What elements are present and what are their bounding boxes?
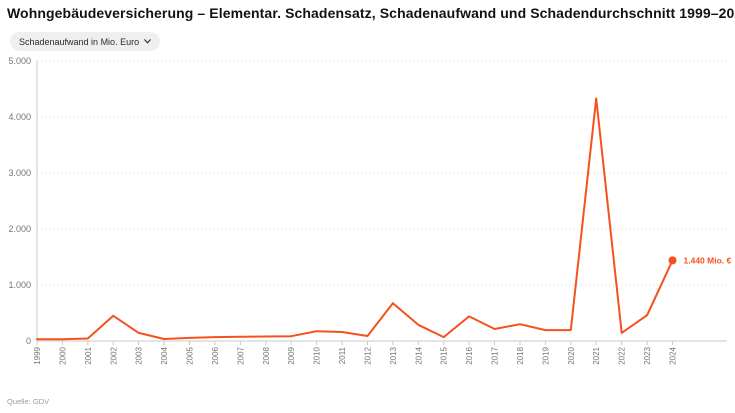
x-axis-tick-label: 2019 (541, 346, 550, 364)
y-axis-tick-label: 3.000 (8, 168, 31, 178)
x-axis-tick-label: 2013 (389, 346, 398, 364)
x-axis-tick-label: 2023 (643, 346, 652, 364)
end-point-label: 1.440 Mio. € (684, 255, 732, 265)
x-axis-tick-label: 2010 (313, 346, 322, 364)
metric-dropdown[interactable]: Schadenaufwand in Mio. Euro (10, 32, 161, 51)
x-axis-tick-label: 2020 (567, 346, 576, 364)
x-axis-tick-label: 2018 (516, 346, 525, 364)
x-axis-tick-label: 2001 (84, 346, 93, 364)
end-point-marker (668, 256, 677, 265)
x-axis-tick-label: 2006 (211, 346, 220, 364)
y-axis-tick-label: 5.000 (8, 56, 31, 66)
source-note: Quelle: GDV (7, 397, 50, 406)
x-axis-tick-label: 2008 (262, 346, 271, 364)
x-axis-tick-label: 2004 (160, 346, 169, 364)
x-axis-tick-label: 2000 (58, 346, 67, 364)
metric-dropdown-label: Schadenaufwand in Mio. Euro (19, 36, 140, 47)
x-axis-tick-label: 2007 (236, 346, 245, 364)
x-axis-tick-label: 2017 (491, 346, 500, 364)
line-chart: 0 1.000 2.000 3.000 4.000 5.000 1999 2000 2001 20… (8, 56, 732, 365)
data-line (36, 97, 674, 341)
y-axis-tick-label: 2.000 (8, 224, 31, 234)
timeline-controls (0, 368, 735, 394)
page-title: Wohngebäudeversicherung – Elementar. Sch… (7, 5, 735, 21)
x-axis-tick-label: 2009 (287, 346, 296, 364)
x-axis-tick-label: 2012 (363, 346, 372, 364)
x-axis-tick-label: 2015 (440, 346, 449, 364)
x-axis-tick-label: 2014 (414, 346, 423, 364)
x-axis-tick-label: 2021 (592, 346, 601, 364)
y-axis-tick-label: 4.000 (8, 112, 31, 122)
x-axis-tick-label: 2003 (135, 346, 144, 364)
y-axis-tick-label: 0 (26, 336, 31, 346)
x-axis-tick-label: 2011 (338, 346, 347, 364)
x-axis-tick-label: 2016 (465, 346, 474, 364)
x-axis-tick-label: 1999 (33, 346, 42, 364)
y-axis-tick-label: 1.000 (8, 280, 31, 290)
x-axis-tick-label: 2022 (618, 346, 627, 364)
chevron-down-icon (144, 39, 151, 44)
x-axis-tick-label: 2005 (186, 346, 195, 364)
x-axis-tick-label: 2002 (109, 346, 118, 364)
x-axis-tick-label: 2024 (669, 346, 678, 364)
